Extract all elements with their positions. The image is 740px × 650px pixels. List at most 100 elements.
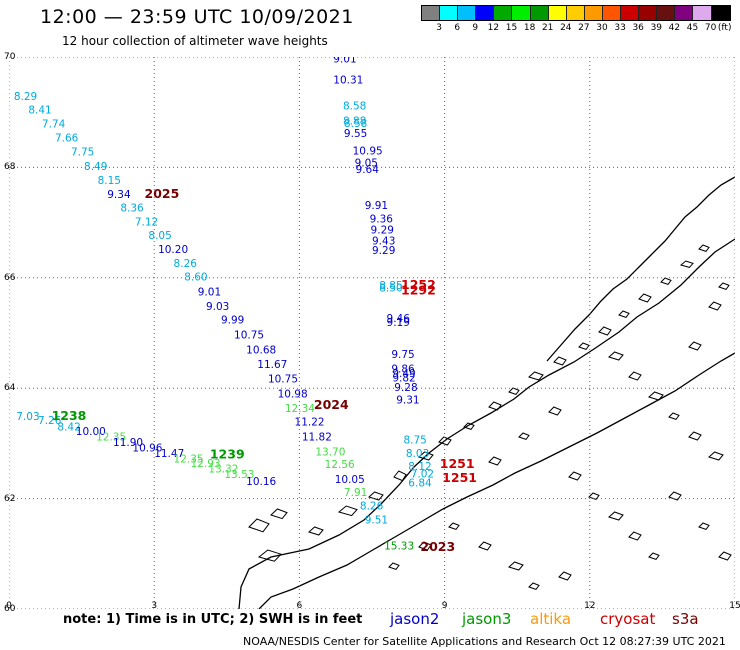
- wave-height-value: 8.58: [344, 118, 367, 130]
- wave-height-value: 9.34: [107, 189, 131, 201]
- wave-height-value: 9.36: [370, 214, 394, 226]
- island-shape: [679, 260, 694, 268]
- legend-swatch: [711, 6, 730, 20]
- wave-height-value: 9.28: [394, 382, 417, 394]
- legend-swatch: [675, 6, 694, 20]
- legend-swatch: [494, 6, 513, 20]
- wave-height-value: 13.70: [315, 447, 345, 459]
- legend-swatch: [512, 6, 531, 20]
- wave-height-value: 9.51: [365, 514, 388, 526]
- legend-label: 21: [541, 23, 554, 33]
- island-shape: [418, 451, 434, 461]
- legend-swatch: [639, 6, 658, 20]
- island-shape: [708, 301, 722, 311]
- wave-height-value: 8.05: [148, 230, 171, 242]
- wave-height-value: 8.49: [84, 161, 107, 173]
- wave-height-value: 7.03: [16, 411, 39, 423]
- island-shape: [488, 456, 502, 466]
- island-shape: [568, 471, 582, 481]
- wave-height-value: 6.84: [408, 477, 432, 489]
- satellite-s3a-label: s3a: [672, 610, 699, 628]
- wave-height-value: 11.82: [302, 432, 332, 444]
- y-tick-label: 62: [4, 493, 16, 504]
- legend-swatch: [530, 6, 549, 20]
- wave-height-value: 8.42: [57, 422, 80, 434]
- island-shape: [648, 552, 660, 560]
- satellite-jason3-label: jason3: [462, 610, 512, 628]
- pass-time-marker: 1239: [210, 446, 245, 461]
- wave-height-value: 7.26: [38, 415, 62, 427]
- island-shape: [508, 387, 520, 395]
- island-shape: [648, 391, 664, 401]
- y-tick-label: 68: [4, 162, 16, 173]
- wave-height-value: 9.99: [221, 315, 244, 327]
- island-shape: [553, 356, 567, 366]
- legend-swatch: [657, 6, 676, 20]
- satellite-cryosat-label: cryosat: [600, 610, 656, 628]
- island-shape: [718, 282, 730, 290]
- wave-height-value: 8.15: [98, 175, 121, 187]
- island-shape: [608, 511, 624, 521]
- footnote: note: 1) Time is in UTC; 2) SWH is in fe…: [63, 612, 363, 627]
- y-tick-label: 66: [4, 272, 16, 283]
- wave-height-value: 10.20: [158, 244, 188, 256]
- legend-label: 33: [614, 23, 626, 33]
- wave-height-value: 9.05: [355, 157, 378, 169]
- legend-swatch: [566, 6, 585, 20]
- x-tick-label: 6: [296, 601, 303, 611]
- island-shape: [548, 406, 562, 416]
- legend-label: 30: [596, 23, 608, 33]
- legend-label: 39: [650, 23, 663, 33]
- wave-height-value: 8.26: [360, 501, 384, 513]
- wave-height-value: 7.74: [42, 119, 66, 131]
- legend-label: 24: [560, 23, 572, 33]
- wave-height-value: 9.82: [392, 373, 415, 385]
- x-tick-label: 9: [441, 601, 448, 611]
- island-shape: [608, 351, 624, 361]
- y-tick-label: 60: [4, 604, 16, 614]
- wave-height-value: 8.58: [343, 100, 366, 112]
- island-shape: [628, 531, 642, 541]
- island-shape: [337, 505, 358, 517]
- legend-swatch: [458, 6, 477, 20]
- legend-swatch: [422, 6, 441, 20]
- wave-height-value: 8.29: [14, 91, 37, 103]
- wave-height-value: 7.91: [344, 487, 367, 499]
- wave-height-value: 9.49: [392, 368, 415, 380]
- island-shape: [518, 432, 530, 440]
- island-shape: [368, 491, 384, 501]
- chart-subtitle: 12 hour collection of altimeter wave hei…: [62, 34, 328, 48]
- legend-label: 36: [632, 23, 644, 33]
- wave-height-value: 8.75: [403, 434, 426, 446]
- pass-time-marker: 1252: [401, 277, 436, 292]
- y-tick-label: 70: [4, 52, 16, 62]
- wave-height-value: 9.86: [391, 364, 415, 376]
- island-shape: [388, 562, 400, 570]
- pass-time-marker: 2023: [420, 539, 455, 554]
- wave-height-value: 11.90: [113, 437, 143, 449]
- island-shape: [628, 371, 642, 381]
- island-shape: [418, 541, 432, 551]
- credit-line: NOAA/NESDIS Center for Satellite Applica…: [243, 635, 726, 648]
- wave-height-value: 9.43: [372, 236, 395, 248]
- wave-height-value: 9.19: [387, 317, 410, 329]
- color-legend: 3 6 9 12 15 18 21 24 27 30 33 36 39 42 45 70 (ft): [421, 5, 731, 35]
- coastline-path: [258, 352, 735, 609]
- pass-time-marker: 2025: [145, 186, 180, 201]
- chart-title: 12:00 — 23:59 UTC 10/09/2021: [40, 6, 354, 28]
- wave-height-value: 9.91: [365, 200, 388, 212]
- wave-height-value: 8.03: [406, 448, 429, 460]
- wave-height-value: 8.26: [174, 258, 198, 270]
- legend-label: (ft): [717, 23, 732, 33]
- island-shape: [718, 551, 732, 561]
- wave-height-value: 11.22: [295, 417, 325, 429]
- wave-height-value: 7.66: [55, 132, 79, 144]
- pass-time-marker: 2024: [314, 397, 349, 412]
- island-shape: [660, 277, 672, 285]
- satellite-altika-label: altika: [530, 610, 572, 628]
- island-shape: [708, 451, 724, 461]
- island-shape: [248, 518, 270, 533]
- wave-height-value: 9.01: [198, 286, 221, 298]
- wave-height-value: 8.12: [408, 461, 431, 473]
- island-shape: [598, 326, 612, 336]
